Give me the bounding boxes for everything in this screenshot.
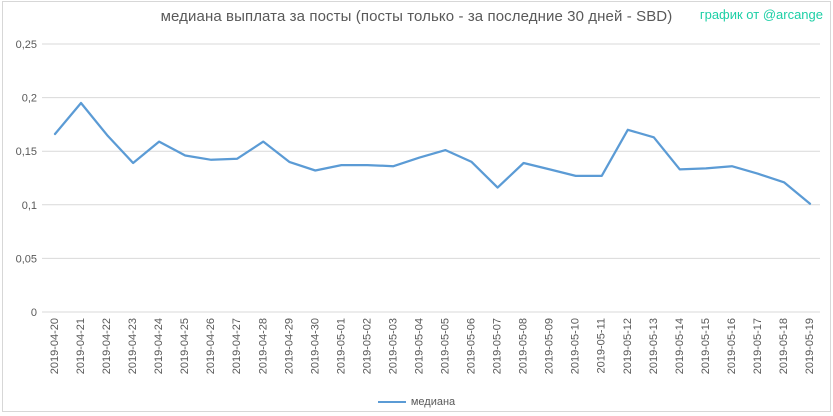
x-tick-label: 2019-05-12 — [622, 318, 634, 374]
chart-title: медиана выплата за посты (посты только -… — [160, 8, 673, 25]
y-tick-label: 0,2 — [22, 93, 37, 105]
x-tick-label: 2019-04-28 — [257, 318, 269, 374]
legend-label: медиана — [410, 396, 456, 408]
x-tick-label: 2019-05-02 — [361, 318, 373, 374]
x-tick-label: 2019-04-27 — [231, 318, 243, 374]
legend-line-swatch — [377, 401, 406, 403]
x-tick-label: 2019-04-29 — [283, 318, 295, 374]
x-tick-label: 2019-05-06 — [466, 318, 478, 374]
x-tick-label: 2019-05-11 — [596, 318, 608, 373]
x-tick-label: 2019-05-13 — [648, 318, 660, 374]
x-tick-label: 2019-04-21 — [75, 318, 87, 374]
y-tick-label: 0,1 — [22, 200, 37, 212]
y-tick-label: 0,25 — [16, 39, 37, 51]
x-tick-label: 2019-05-10 — [570, 318, 582, 374]
x-tick-label: 2019-04-20 — [49, 318, 61, 374]
x-tick-label: 2019-05-04 — [413, 318, 425, 374]
x-tick-label: 2019-04-25 — [179, 318, 191, 374]
x-tick-label: 2019-05-19 — [804, 318, 816, 374]
x-tick-label: 2019-05-08 — [518, 318, 530, 374]
x-tick-label: 2019-05-07 — [492, 318, 504, 374]
x-tick-label: 2019-05-18 — [778, 318, 790, 374]
x-tick-label: 2019-04-30 — [309, 318, 321, 374]
x-tick-label: 2019-05-17 — [752, 318, 764, 374]
x-tick-label: 2019-05-14 — [674, 318, 686, 374]
x-tick-label: 2019-04-26 — [205, 318, 217, 374]
x-tick-label: 2019-05-09 — [544, 318, 556, 374]
x-tick-label: 2019-05-16 — [726, 318, 738, 374]
x-tick-label: 2019-05-03 — [387, 318, 399, 374]
x-tick-label: 2019-05-05 — [440, 318, 452, 374]
y-tick-label: 0,15 — [16, 146, 37, 158]
x-tick-label: 2019-05-15 — [700, 318, 712, 374]
x-tick-label: 2019-04-24 — [153, 318, 165, 374]
y-tick-label: 0 — [31, 307, 37, 319]
attribution-link[interactable]: график от @arcange — [699, 7, 823, 22]
y-tick-label: 0,05 — [16, 253, 37, 265]
legend: медиана — [0, 396, 833, 408]
median-line — [53, 101, 812, 205]
x-tick-label: 2019-04-23 — [127, 318, 139, 374]
x-tick-label: 2019-04-22 — [101, 318, 113, 374]
x-tick-label: 2019-05-01 — [335, 318, 347, 374]
